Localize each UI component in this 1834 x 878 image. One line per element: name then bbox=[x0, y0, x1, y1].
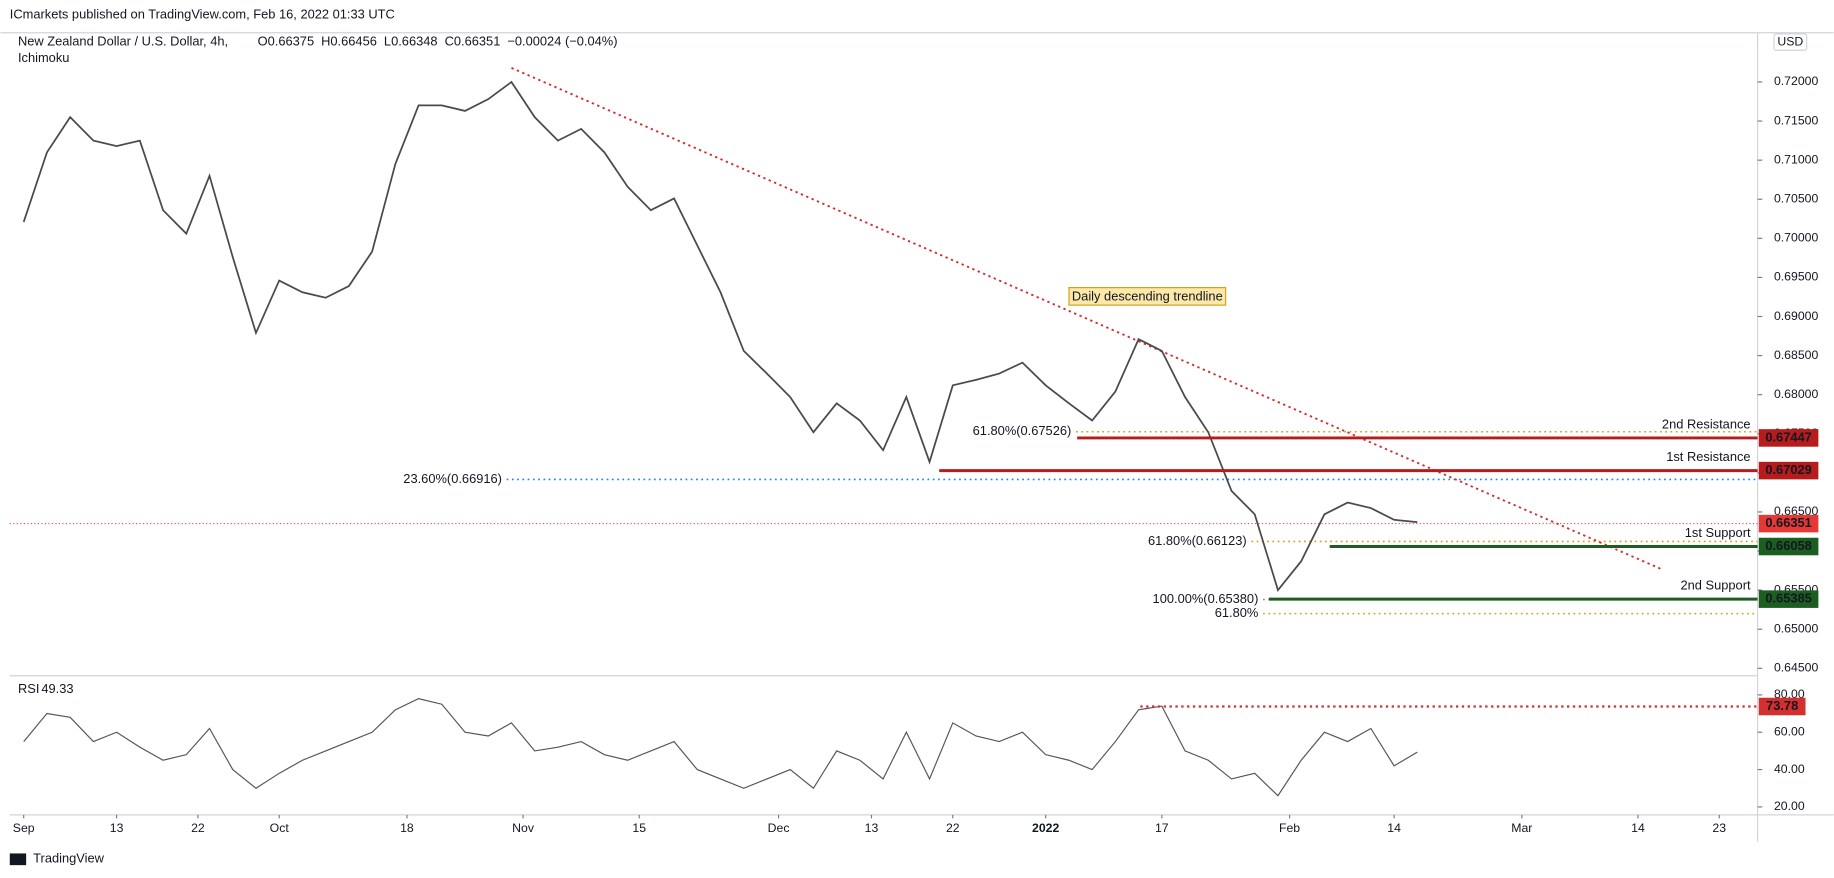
indicator: Ichimoku bbox=[18, 50, 69, 65]
x-tick-label: 22 bbox=[191, 821, 205, 835]
level-box bbox=[1758, 537, 1819, 556]
current-price-label: 0.66351 bbox=[1765, 515, 1811, 530]
level-value: 0.67447 bbox=[1765, 429, 1811, 444]
level-value: 0.65385 bbox=[1765, 591, 1811, 606]
ohlc-value: −0.00024 (−0.04%) bbox=[507, 33, 617, 48]
x-tick-label: 14 bbox=[1387, 821, 1401, 835]
x-tick-label: 13 bbox=[110, 821, 124, 835]
rsi-line bbox=[23, 698, 1418, 797]
ohlc-value: C0.66351 bbox=[445, 33, 501, 48]
x-tick-label: 15 bbox=[632, 821, 646, 835]
level-box bbox=[1758, 590, 1819, 608]
y-tick-label: 0.68500 bbox=[1774, 348, 1819, 362]
annotation-box bbox=[1068, 287, 1227, 306]
x-tick-label: 23 bbox=[1712, 821, 1726, 835]
footer: TradingView bbox=[33, 851, 104, 866]
x-tick-label: Sep bbox=[13, 821, 35, 835]
fib-label: 61.80% bbox=[1215, 605, 1259, 620]
currency-box[interactable] bbox=[1773, 33, 1808, 51]
level-box bbox=[1758, 461, 1819, 480]
rsi-tick-label: 40.00 bbox=[1774, 762, 1805, 776]
level-box bbox=[1758, 429, 1819, 447]
y-tick-label: 0.70000 bbox=[1774, 231, 1819, 245]
x-tick-label: Oct bbox=[270, 821, 290, 835]
x-tick-label: 2022 bbox=[1032, 821, 1059, 835]
ohlc-value: H0.66456 bbox=[321, 33, 377, 48]
y-tick-label: 0.71500 bbox=[1774, 113, 1819, 127]
x-tick-label: Mar bbox=[1511, 821, 1532, 835]
trendline bbox=[511, 67, 1662, 570]
fib-label: 61.80%(0.66123) bbox=[1148, 533, 1247, 548]
level-name: 2nd Support bbox=[1680, 578, 1750, 593]
x-tick-label: 14 bbox=[1631, 821, 1645, 835]
rsi-last: 49.33 bbox=[41, 681, 73, 696]
x-tick-label: 22 bbox=[946, 821, 960, 835]
level-name: 1st Support bbox=[1685, 525, 1751, 540]
fib-label: 23.60%(0.66916) bbox=[403, 471, 502, 486]
fib-label: 100.00%(0.65380) bbox=[1153, 591, 1259, 606]
level-value: 0.67029 bbox=[1765, 462, 1811, 477]
ohlc-value: L0.66348 bbox=[384, 33, 438, 48]
symbol: New Zealand Dollar / U.S. Dollar, 4h, bbox=[18, 33, 228, 48]
rsi-tick-label: 60.00 bbox=[1774, 724, 1805, 738]
level-value: 0.66058 bbox=[1765, 538, 1811, 553]
y-tick-label: 0.65000 bbox=[1774, 621, 1819, 635]
currency[interactable]: USD bbox=[1777, 34, 1803, 48]
level-name: 1st Resistance bbox=[1666, 449, 1750, 464]
level-name: 2nd Resistance bbox=[1662, 416, 1751, 431]
rsi-tick-label: 20.00 bbox=[1774, 799, 1805, 813]
x-tick-label: Dec bbox=[768, 821, 790, 835]
y-tick-label: 0.70500 bbox=[1774, 191, 1819, 205]
rsi-name: RSI bbox=[18, 681, 39, 696]
x-tick-label: 17 bbox=[1155, 821, 1169, 835]
ohlc-value: O0.66375 bbox=[258, 33, 315, 48]
rsi-tick-label: 80.00 bbox=[1774, 687, 1805, 701]
x-tick-label: 13 bbox=[865, 821, 879, 835]
y-tick-label: 0.69000 bbox=[1774, 309, 1819, 323]
logo bbox=[9, 853, 27, 866]
x-tick-label: Feb bbox=[1279, 821, 1300, 835]
price-line bbox=[22, 80, 1418, 592]
x-tick-label: Nov bbox=[512, 821, 535, 835]
y-tick-label: 0.71000 bbox=[1774, 152, 1819, 166]
fib-label: 61.80%(0.67526) bbox=[973, 423, 1072, 438]
rsi-level-box bbox=[1758, 697, 1806, 716]
annotation: Daily descending trendline bbox=[1072, 288, 1223, 303]
y-tick-label: 0.69500 bbox=[1774, 270, 1819, 284]
publisher: ICmarkets published on TradingView.com, … bbox=[10, 7, 395, 22]
y-tick-label: 0.66500 bbox=[1774, 504, 1819, 518]
x-tick-label: 18 bbox=[400, 821, 414, 835]
rsi-level-value: 73.78 bbox=[1766, 698, 1798, 713]
current-price-box bbox=[1758, 514, 1819, 533]
y-tick-label: 0.68000 bbox=[1774, 387, 1819, 401]
y-tick-label: 0.64500 bbox=[1774, 661, 1819, 675]
y-tick-label: 0.72000 bbox=[1774, 74, 1819, 88]
